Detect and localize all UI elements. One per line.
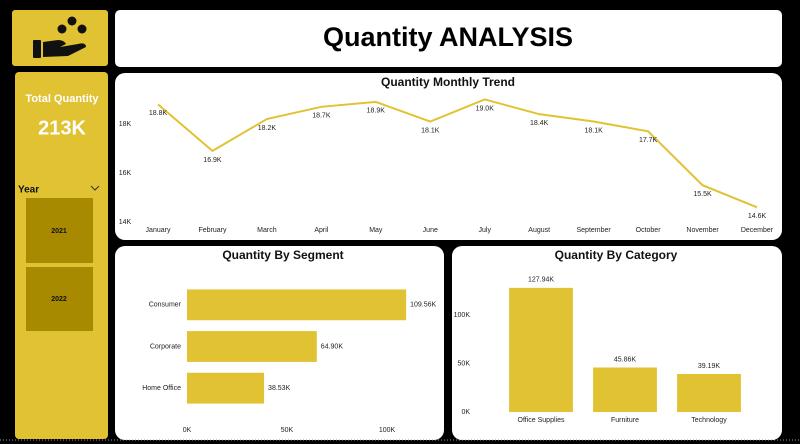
kpi-label: Total Quantity [25, 93, 99, 105]
bar [509, 287, 573, 412]
y-tick-label: 0K [461, 409, 470, 416]
title-panel [115, 10, 782, 67]
data-label: 17.7K [639, 137, 658, 144]
x-tick-label: March [257, 227, 277, 234]
x-tick-label: December [741, 227, 774, 234]
bar [187, 372, 265, 404]
x-tick-label: Furniture [611, 417, 639, 424]
kpi-value: 213K [38, 117, 86, 139]
x-tick-label: October [636, 227, 662, 234]
x-tick-label: Technology [691, 417, 727, 424]
data-label: 45.86K [614, 356, 637, 363]
y-tick-label: 50K [458, 360, 471, 367]
y-tick-label: Consumer [149, 302, 182, 309]
logo-box [12, 10, 108, 66]
x-tick-label: June [423, 227, 438, 234]
data-label: 127.94K [528, 277, 554, 284]
data-label: 38.53K [268, 385, 291, 392]
filter-chevron[interactable] [90, 185, 100, 191]
data-label: 39.19K [698, 363, 721, 370]
x-tick-label: July [479, 227, 492, 234]
data-label: 19.0K [476, 105, 495, 112]
filter-option[interactable] [26, 198, 93, 263]
line-series [157, 98, 758, 209]
x-tick-label: January [146, 227, 171, 234]
data-label: 14.6K [748, 213, 767, 220]
x-tick-label: September [577, 227, 612, 234]
y-tick-label: 14K [119, 219, 132, 226]
y-tick-label: 100K [454, 312, 471, 319]
data-label: 18.8K [149, 110, 168, 117]
y-tick-label: Home Office [142, 385, 181, 392]
data-label: 64.90K [321, 343, 344, 350]
x-tick-label: November [686, 227, 719, 234]
filter-option[interactable] [26, 267, 93, 331]
data-label: 18.9K [367, 108, 386, 115]
x-tick-label: May [369, 227, 383, 234]
y-tick-label: 18K [119, 121, 132, 128]
data-label: 18.2K [258, 125, 277, 132]
data-label: 18.4K [530, 120, 549, 127]
page-title: Quantity ANALYSIS [323, 22, 573, 52]
bar [677, 373, 741, 412]
x-tick-label: 0K [183, 427, 192, 434]
x-tick-label: August [528, 227, 550, 234]
x-tick-label: February [198, 227, 227, 234]
bar [187, 331, 317, 362]
y-tick-label: 16K [119, 170, 132, 177]
data-label: 16.9K [203, 157, 222, 164]
data-label: 109.56K [410, 302, 436, 309]
x-tick-label: 100K [379, 427, 396, 434]
chart-title: Quantity By Segment [222, 248, 343, 262]
chart-title: Quantity Monthly Trend [381, 75, 515, 89]
data-label: 15.5K [693, 191, 712, 198]
x-tick-label: Office Supplies [518, 417, 565, 424]
y-tick-label: Corporate [150, 343, 181, 350]
data-label: 18.7K [312, 113, 331, 120]
chart-title: Quantity By Category [555, 248, 678, 262]
filter-option-label[interactable]: 2022 [51, 296, 67, 303]
filter-option-label[interactable]: 2021 [51, 228, 67, 235]
logo-icon [33, 16, 87, 58]
data-label: 18.1K [421, 127, 440, 134]
bar [593, 367, 657, 412]
x-tick-label: 50K [281, 427, 294, 434]
bar [187, 289, 407, 321]
filter-label: Year [18, 185, 39, 196]
data-label: 18.1K [584, 127, 603, 134]
x-tick-label: April [314, 227, 328, 234]
